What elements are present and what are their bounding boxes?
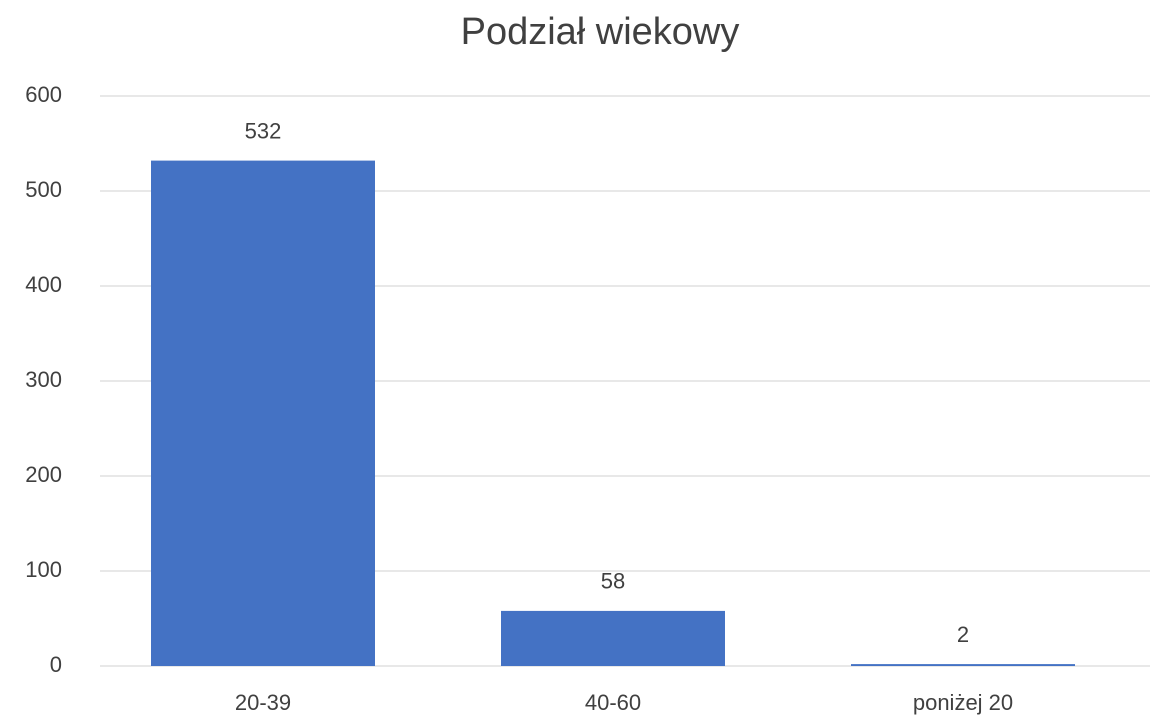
y-tick-label: 600 — [25, 82, 62, 107]
bar — [501, 610, 725, 666]
y-tick-label: 500 — [25, 177, 62, 202]
y-tick-label: 0 — [50, 652, 62, 677]
y-tick-label: 400 — [25, 272, 62, 297]
data-label: 58 — [601, 569, 625, 594]
y-tick-label: 300 — [25, 367, 62, 392]
bar — [851, 664, 1075, 666]
x-tick-label: 20-39 — [235, 690, 291, 715]
chart-title: Podział wiekowy — [461, 11, 740, 53]
x-tick-label: poniżej 20 — [913, 690, 1013, 715]
data-label: 2 — [957, 622, 969, 647]
bar — [151, 160, 375, 666]
y-tick-label: 200 — [25, 462, 62, 487]
y-tick-label: 100 — [25, 557, 62, 582]
x-tick-label: 40-60 — [585, 690, 641, 715]
data-label: 532 — [245, 118, 282, 143]
